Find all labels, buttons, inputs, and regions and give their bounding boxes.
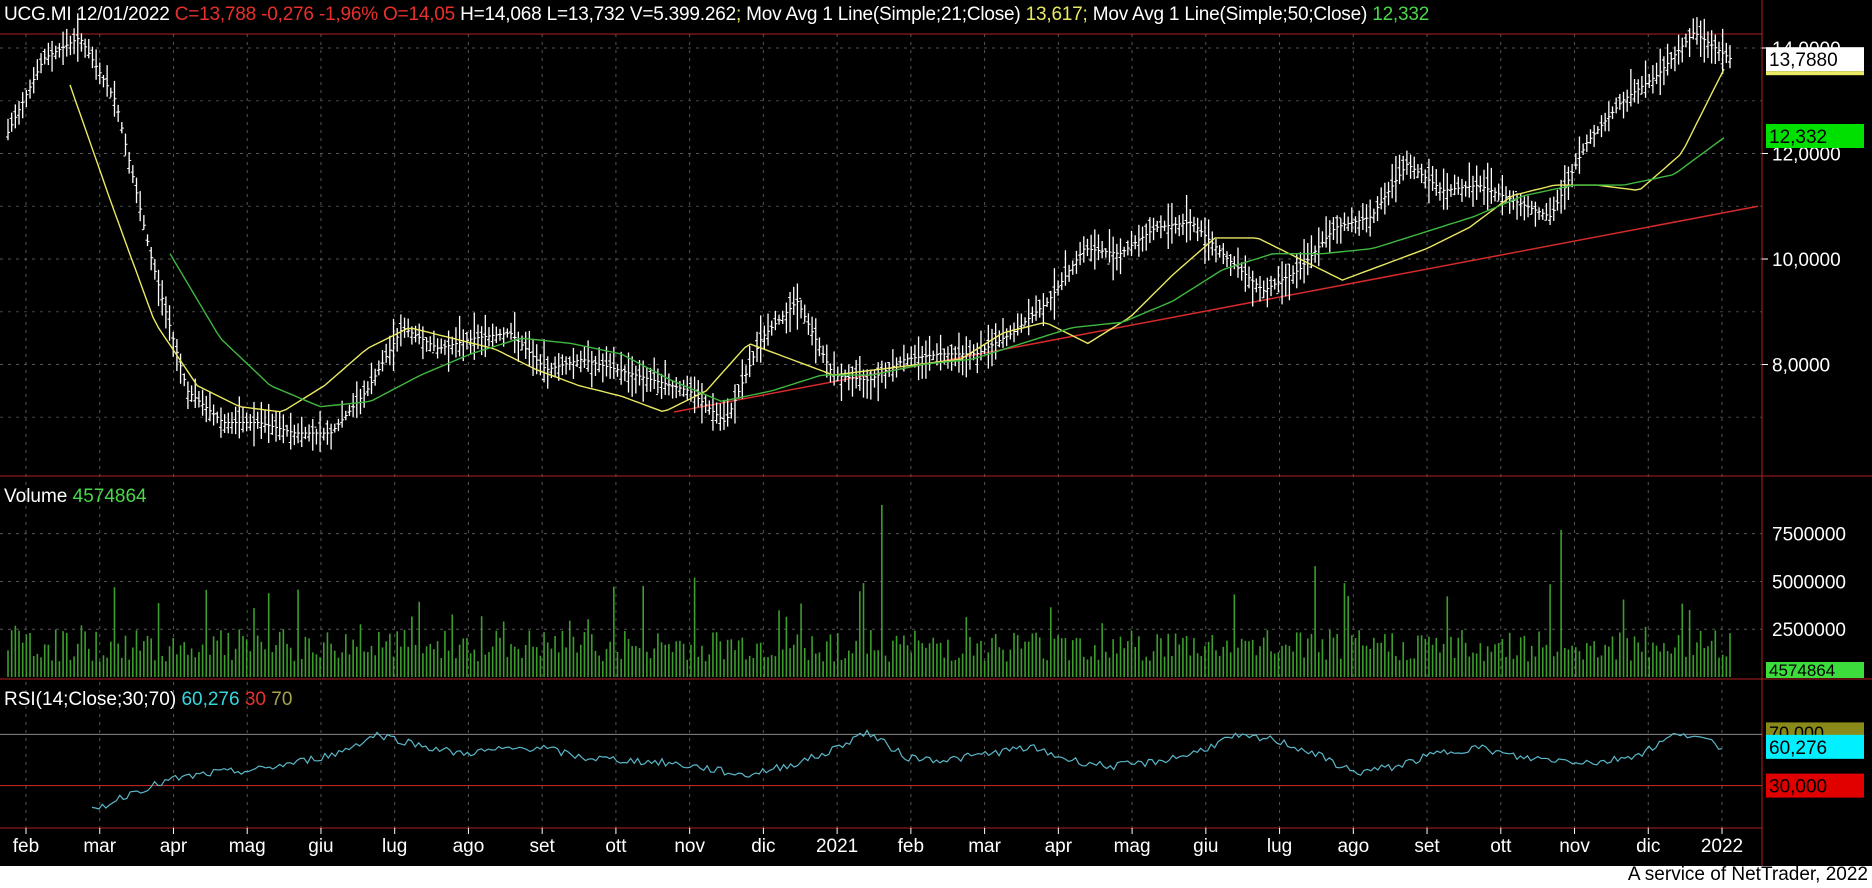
ma50-line	[169, 137, 1725, 408]
trendline-line	[673, 205, 1759, 413]
ma21-label-stripe	[1766, 71, 1864, 76]
x-tick-label: dic	[751, 836, 775, 857]
ma50-label-box	[1766, 123, 1864, 148]
ma21-label: Mov Avg 1 Line(Simple;21;Close)	[746, 4, 1021, 25]
x-tick-label: lug	[1267, 836, 1292, 857]
volume-value-box	[1766, 662, 1864, 678]
y-tick-label: 12,0000	[1772, 145, 1841, 166]
close-value: C=13,788	[174, 4, 257, 25]
low-value: L=13,732	[546, 4, 625, 25]
ma21-value: 13,617	[1025, 4, 1083, 25]
ma50-value: 12,332	[1372, 4, 1430, 25]
x-tick-label: feb	[898, 836, 924, 857]
x-tick-label: mar	[968, 836, 1001, 857]
x-tick-label: nov	[674, 836, 705, 857]
x-tick-label: ago	[453, 836, 485, 857]
ma50-label: Mov Avg 1 Line(Simple;50;Close)	[1092, 4, 1368, 25]
price-label-box	[1766, 47, 1864, 72]
x-tick-label: dic	[1636, 836, 1660, 857]
x-tick-label: mag	[229, 836, 266, 857]
price-header: UCG.MI 12/01/2022 C=13,788 -0,276 -1,96%…	[4, 4, 1430, 25]
x-tick-label: ago	[1337, 836, 1369, 857]
rsi-value-box	[1766, 734, 1864, 759]
x-tick-label: set	[529, 836, 555, 857]
rsi-title: RSI(14;Close;30;70) 60,276 30 70	[4, 689, 293, 710]
credit-text: A service of NetTrader, 2022	[1627, 864, 1868, 885]
volume-value-text: 4574864	[1769, 661, 1835, 680]
ticker: UCG.MI	[4, 4, 72, 25]
y-axis-labels: 14,000012,000010,00008,000013,788012,332…	[1762, 39, 1864, 798]
trendline	[673, 205, 1759, 413]
grid-lines	[0, 34, 1762, 828]
date: 12/01/2022	[76, 4, 170, 25]
ma50-label-text: 12,332	[1769, 127, 1827, 148]
x-tick-label: apr	[1045, 836, 1073, 857]
open-value: O=14,05	[383, 4, 456, 25]
volume-y-label: 2500000	[1772, 620, 1846, 641]
x-tick-label: feb	[13, 836, 39, 857]
rsi-line	[0, 729, 1762, 810]
x-tick-label: mag	[1114, 836, 1151, 857]
credit-strip	[0, 866, 1872, 888]
x-tick-label: nov	[1559, 836, 1590, 857]
x-tick-label: giu	[308, 836, 333, 857]
rsi-30-label: 30,000	[1769, 777, 1827, 798]
volume-bars	[7, 505, 1731, 677]
moving-averages	[69, 68, 1725, 413]
x-tick-label: 2022	[1701, 836, 1743, 857]
volume-value: V=5.399.262	[629, 4, 736, 25]
price-label-text: 13,7880	[1769, 50, 1838, 71]
x-axis-labels: feb mar apr mag giu lug ago set ott nov dic 2021 feb…	[13, 828, 1743, 857]
panel-borders	[0, 0, 1872, 866]
rsi-value-label: 60,276	[1769, 738, 1827, 759]
x-tick-label: apr	[160, 836, 188, 857]
x-tick-label: ott	[1490, 836, 1512, 857]
ma21-line	[69, 68, 1725, 413]
change-value: -0,276	[261, 4, 314, 25]
y-tick-label: 8,0000	[1772, 356, 1830, 377]
rsi-30-box	[1766, 773, 1864, 798]
x-tick-label: 2021	[816, 836, 858, 857]
high-value: H=14,068	[460, 4, 542, 25]
x-tick-label: set	[1414, 836, 1440, 857]
rsi-series-line	[91, 729, 1723, 810]
change-pct: -1,96%	[318, 4, 378, 25]
x-tick-label: mar	[83, 836, 116, 857]
volume-y-label: 7500000	[1772, 525, 1846, 546]
y-tick-label: 10,0000	[1772, 250, 1841, 271]
volume-title: Volume 4574864	[4, 486, 147, 507]
x-tick-label: ott	[605, 836, 627, 857]
x-tick-label: giu	[1193, 836, 1218, 857]
price-bars	[6, 13, 1732, 452]
volume-y-label: 5000000	[1772, 572, 1846, 593]
x-tick-label: lug	[382, 836, 407, 857]
